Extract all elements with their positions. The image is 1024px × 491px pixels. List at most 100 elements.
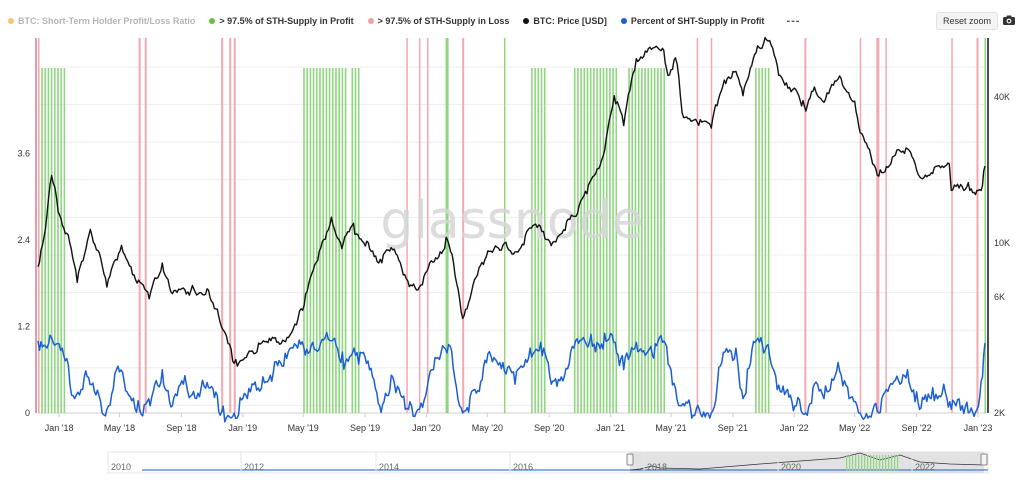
profit-band-stripe [57,68,59,413]
x-axis-tick-label: Sep '20 [534,423,564,433]
navigator-year-label: 2020 [781,462,801,472]
navigator-year-label: 2010 [111,462,131,472]
x-axis-tick-label: Sep '22 [901,423,931,433]
navigator-year-label: 2012 [244,462,264,472]
loss-band [859,38,862,413]
loss-band [951,38,953,413]
profit-band-stripe [63,68,66,413]
profit-band-stripe [312,68,315,413]
profit-band-stripe [761,68,764,413]
loss-band [406,38,408,413]
profit-band-stripe [328,68,331,413]
right-axis-tick-label: 2K [994,408,1005,418]
reset-zoom-button[interactable]: Reset zoom [936,12,999,30]
profit-band-stripe [331,68,334,413]
navigator-band [873,455,875,471]
loss-band [462,38,465,413]
navigator-band [855,455,857,471]
profit-band-stripe [663,68,666,413]
x-axis-tick-label: May '20 [472,423,503,433]
profit-band [573,68,618,413]
profit-band [351,68,360,413]
legend-item-supply-profit[interactable]: > 97.5% of STH-Supply in Profit [209,16,354,26]
navigator-band [888,455,890,471]
profit-band-stripe [54,68,56,413]
navigator-band [894,455,896,471]
percent-profit-line [37,331,986,423]
profit-band-stripe [758,68,760,413]
profit-band-stripe [306,68,308,413]
legend-more-button[interactable]: --- [786,15,801,27]
profit-band-stripe [60,68,62,413]
profit-band [531,68,546,413]
profit-band-stripe [44,68,46,413]
legend-dot-supply-loss [367,18,374,24]
profit-band-stripe [583,68,586,413]
profit-band-stripe [657,68,659,413]
x-axis-tick-label: May '19 [288,423,319,433]
x-axis-tick-label: Jan '23 [964,423,993,433]
profit-band-stripe [344,68,347,413]
right-axis-tick-label: 6K [994,292,1005,302]
profit-band-stripe [540,68,543,413]
profit-band-stripe [599,68,602,413]
profit-band-stripe [589,68,592,413]
navigator-year-label: 2022 [915,462,935,472]
profit-band-stripe [577,68,579,413]
profit-band-stripe [531,68,533,413]
navigator[interactable]: 2010 2012 2014 2016 2018 2020 2022 [107,451,989,474]
camera-icon[interactable] [1002,13,1016,27]
left-axis-tick-label: 1.2 [17,321,30,331]
chart-axes: 0 1.2 2.4 3.6 2K 6K 10K 40K Jan '18 May '18 Sep '1… [17,92,1010,433]
left-axis-tick-label: 3.6 [17,148,30,158]
x-axis-tick-label: Jan '22 [780,423,809,433]
profit-band [755,68,770,413]
navigator-band [882,455,884,471]
profit-band-stripe [755,68,757,413]
profit-band-stripe [315,68,318,413]
profit-band-stripe [612,68,614,413]
loss-band [229,38,232,413]
navigator-band [861,455,863,471]
navigator-year-label: 2014 [379,462,399,472]
profit-band-stripe [534,68,536,413]
loss-band [221,38,224,413]
profit-band-stripe [637,68,640,413]
profit-band [628,68,666,413]
profit-band-stripe [47,68,50,413]
legend-item-btc-price[interactable]: BTC: Price [USD] [523,16,607,26]
profit-band-stripe [615,68,618,413]
navigator-band [876,455,878,471]
navigator-handle[interactable] [626,453,634,466]
legend-item-supply-loss[interactable]: > 97.5% of STH-Supply in Loss [367,16,509,26]
loss-band [885,38,887,413]
legend-item-sth-ratio[interactable]: BTC: Short-Term Holder Profit/Loss Ratio [8,16,195,26]
chart-grid [35,38,989,414]
profit-band-stripe [634,68,637,413]
navigator-handle[interactable] [980,453,988,466]
profit-band-stripe [602,68,605,413]
profit-band-stripe [537,68,540,413]
profit-band-stripe [593,68,595,413]
profit-band [984,38,986,413]
loss-band [876,38,880,413]
profit-band-stripe [351,68,354,413]
loss-band [426,38,429,413]
profit-band-stripe [341,68,344,413]
profit-band [503,38,506,413]
navigator-band [864,455,866,471]
profit-band-stripe [628,68,630,413]
navigator-band [879,455,881,471]
profit-band-stripe [325,68,328,413]
right-axis-tick-label: 40K [994,92,1010,102]
x-axis-tick-label: Jan '21 [596,423,625,433]
loss-band [138,38,141,413]
legend-dot-sth-ratio [8,18,14,24]
chart-series [37,36,986,423]
navigator-band [846,455,848,471]
legend-dot-supply-profit [209,18,216,24]
profit-band-stripe [609,68,611,413]
legend-item-percent-profit[interactable]: Percent of SHT-Supply in Profit [620,16,764,26]
x-axis-tick-label: Jan '19 [228,423,257,433]
